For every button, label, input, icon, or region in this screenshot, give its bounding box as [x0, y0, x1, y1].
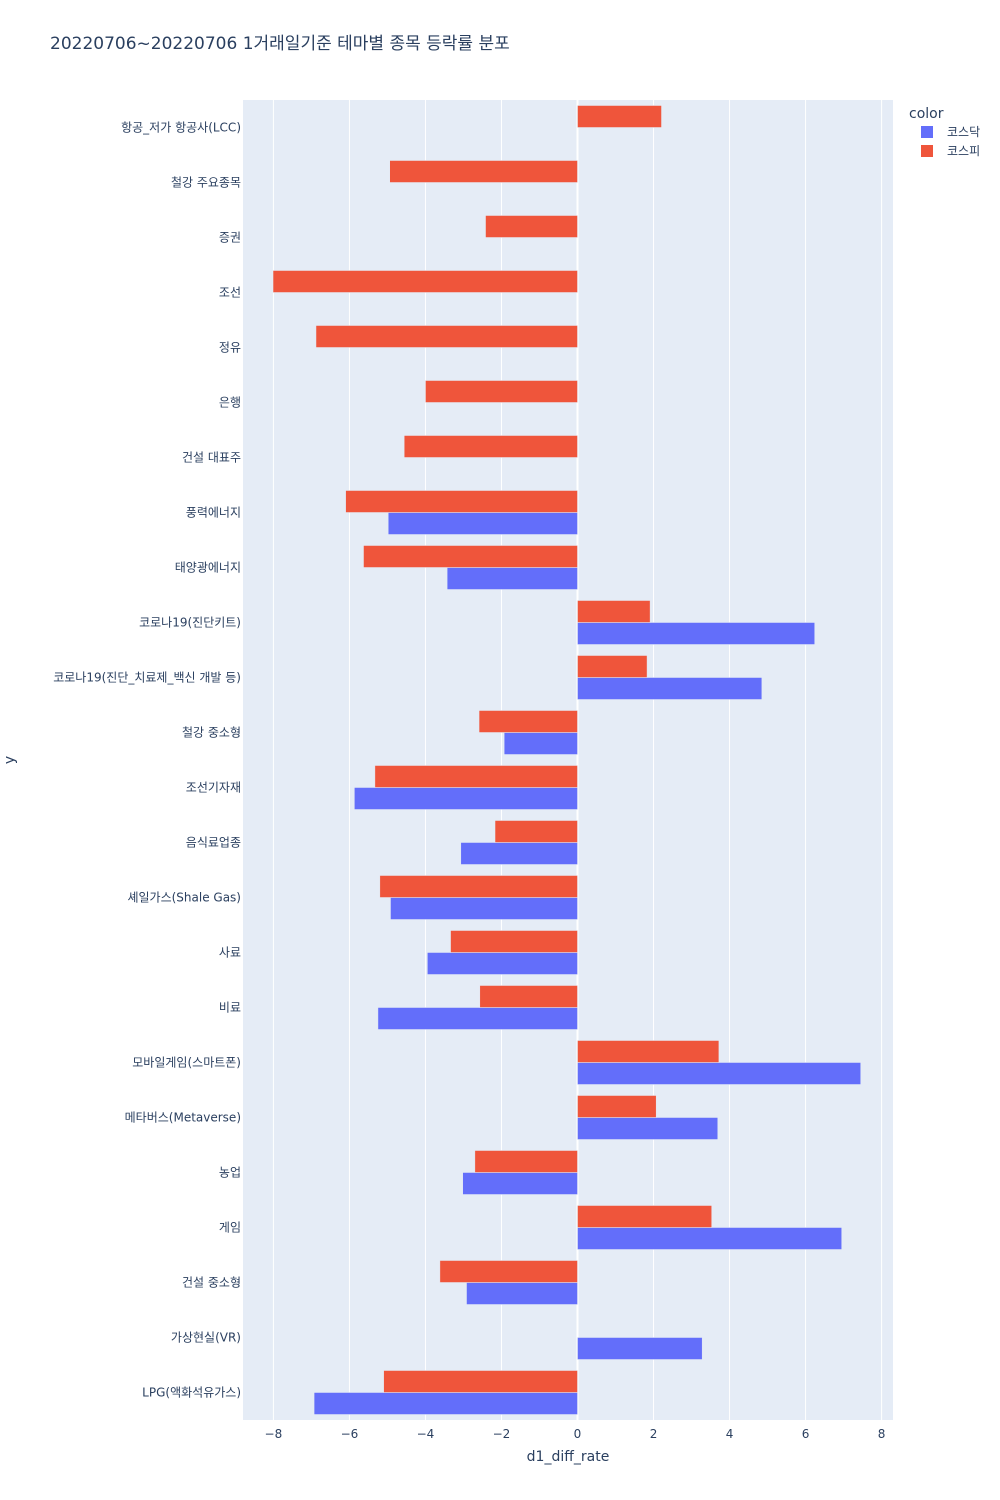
y-tick-label: 풍력에너지 [186, 506, 241, 520]
bar[interactable] [403, 435, 578, 458]
bar[interactable] [466, 1282, 578, 1305]
bar[interactable] [389, 160, 578, 183]
y-tick-label: LPG(액화석유가스) [142, 1386, 241, 1400]
bar[interactable] [427, 952, 578, 975]
x-tick-label: −8 [265, 1427, 283, 1441]
y-tick-label: 농업 [219, 1166, 241, 1180]
bar[interactable] [577, 622, 815, 645]
y-tick-label: 사료 [219, 946, 241, 960]
grid-lines [272, 100, 883, 1420]
y-tick-label: 셰일가스(Shale Gas) [127, 891, 241, 905]
bar[interactable] [354, 787, 578, 810]
bar[interactable] [478, 710, 578, 733]
plot-background [243, 100, 893, 1420]
bar[interactable] [503, 732, 578, 755]
chart-title: 20220706~20220706 1거래일기준 테마별 종목 등락률 분포 [50, 34, 510, 54]
y-tick-label: 태양광에너지 [175, 561, 241, 575]
x-tick-label: 6 [802, 1427, 810, 1441]
y-tick-label: 증권 [219, 231, 241, 245]
bar[interactable] [446, 567, 578, 590]
y-tick-label: 철강 주요종목 [171, 176, 241, 190]
x-axis-label: d1_diff_rate [527, 1449, 610, 1465]
bar[interactable] [577, 1205, 712, 1228]
bar[interactable] [439, 1260, 578, 1283]
y-tick-label: 조선기자재 [186, 781, 241, 795]
bar[interactable] [345, 490, 578, 513]
bar[interactable] [363, 545, 578, 568]
y-tick-label: 메타버스(Metaverse) [125, 1111, 241, 1125]
bar[interactable] [577, 1062, 861, 1085]
bar[interactable] [313, 1392, 578, 1415]
legend-swatch[interactable] [921, 126, 933, 138]
bar[interactable] [577, 1117, 719, 1140]
y-tick-label: 정유 [219, 341, 241, 355]
bar[interactable] [494, 820, 578, 843]
legend-label[interactable]: 코스닥 [947, 125, 980, 139]
bar[interactable] [485, 215, 578, 238]
bar[interactable] [450, 930, 578, 953]
bar[interactable] [577, 677, 763, 700]
y-tick-label: 철강 중소형 [182, 726, 241, 740]
y-tick-label: 항공_저가 항공사(LCC) [121, 121, 241, 135]
y-tick-label: 음식료업종 [186, 836, 241, 850]
bar[interactable] [425, 380, 578, 403]
bar[interactable] [383, 1370, 578, 1393]
bar[interactable] [577, 1227, 842, 1250]
y-tick-label: 코로나19(진단_치료제_백신 개발 등) [53, 671, 241, 685]
x-tick-label: 4 [726, 1427, 734, 1441]
y-tick-label: 조선 [219, 286, 241, 300]
bar[interactable] [377, 1007, 578, 1030]
y-tick-label: 모바일게임(스마트폰) [132, 1056, 241, 1070]
x-tick-label: 8 [878, 1427, 886, 1441]
x-tick-label: −4 [417, 1427, 435, 1441]
x-tick-label: 2 [650, 1427, 658, 1441]
bar[interactable] [577, 1337, 703, 1360]
bar[interactable] [479, 985, 578, 1008]
bar[interactable] [390, 897, 578, 920]
legend-swatch[interactable] [921, 145, 933, 157]
bar[interactable] [462, 1172, 578, 1195]
legend-title: color [909, 106, 944, 122]
bars [272, 105, 861, 1415]
bar[interactable] [272, 270, 578, 293]
legend-label[interactable]: 코스피 [947, 144, 980, 158]
y-tick-label: 가상현실(VR) [171, 1331, 241, 1345]
bar[interactable] [577, 105, 662, 128]
bar[interactable] [315, 325, 578, 348]
bar[interactable] [474, 1150, 578, 1173]
x-tick-label: −6 [341, 1427, 359, 1441]
bar[interactable] [577, 1095, 657, 1118]
y-axis-label: y [2, 756, 18, 764]
x-tick-label: −2 [493, 1427, 511, 1441]
bar[interactable] [387, 512, 578, 535]
bar[interactable] [374, 765, 578, 788]
bar[interactable] [577, 1040, 720, 1063]
y-tick-label: 은행 [219, 395, 241, 410]
y-tick-label: 비료 [219, 1001, 241, 1015]
bar[interactable] [577, 655, 648, 678]
bar[interactable] [379, 875, 578, 898]
bar[interactable] [460, 842, 578, 865]
y-tick-label: 건설 대표주 [182, 451, 241, 465]
y-tick-label: 건설 중소형 [182, 1276, 241, 1290]
x-tick-label: 0 [574, 1427, 582, 1441]
y-tick-label: 코로나19(진단키트) [139, 616, 241, 630]
x-tick-labels: −8 −6 −4 −2 0 2 4 6 8 [265, 1427, 886, 1441]
y-tick-label: 게임 [219, 1221, 241, 1235]
bar[interactable] [577, 600, 651, 623]
